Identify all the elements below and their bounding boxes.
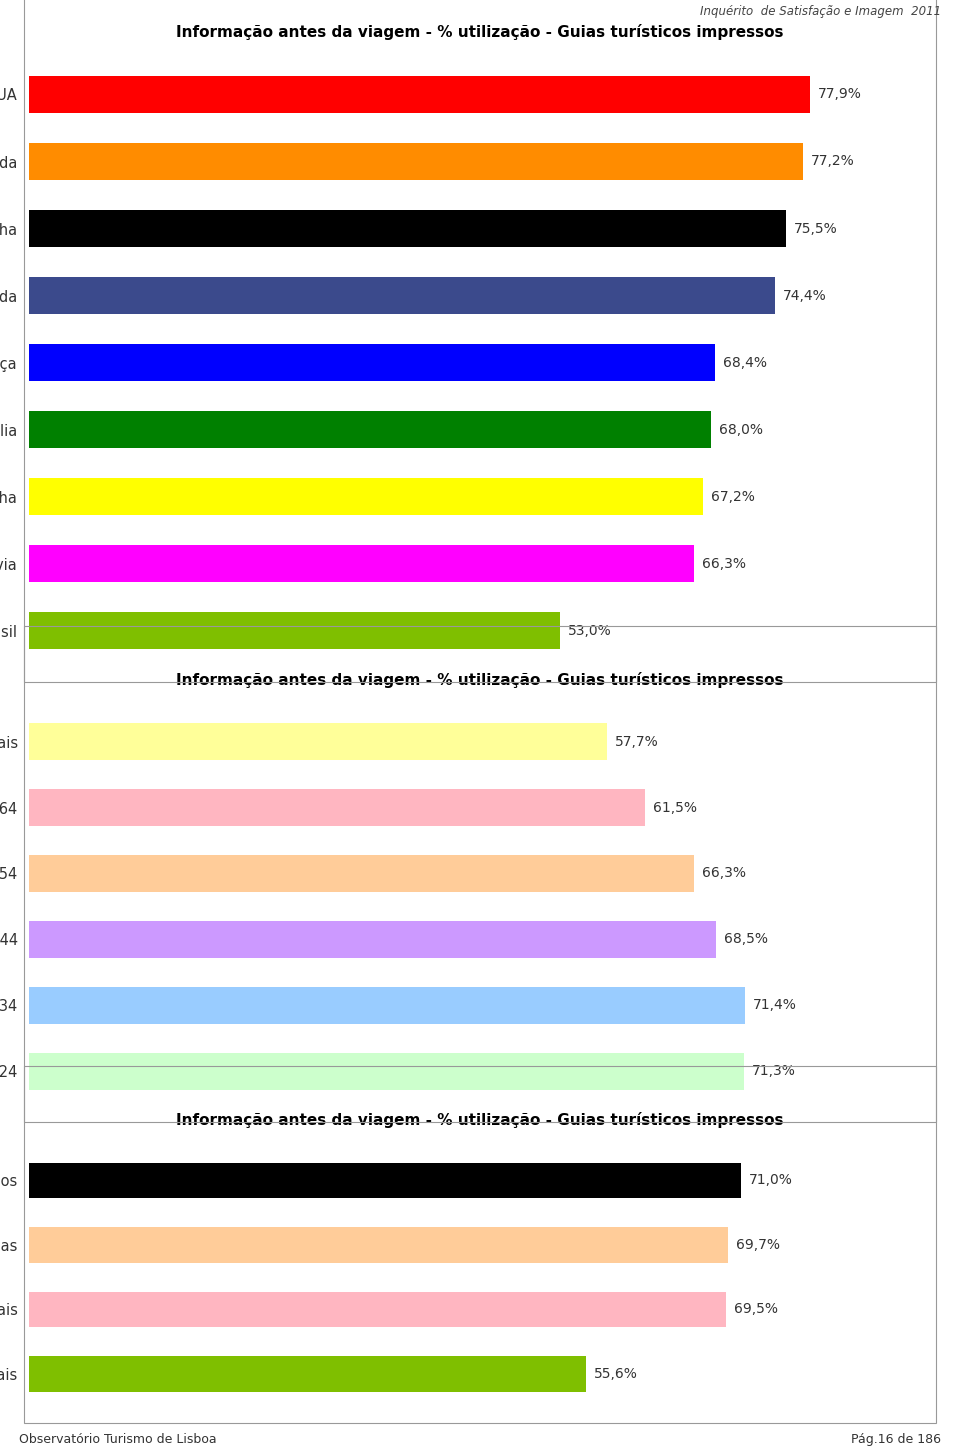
Text: 74,4%: 74,4% (782, 289, 827, 302)
Text: 55,6%: 55,6% (594, 1366, 638, 1381)
Title: Informação antes da viagem - % utilização - Guias turísticos impressos: Informação antes da viagem - % utilizaçã… (177, 1112, 783, 1128)
Text: 77,9%: 77,9% (818, 87, 862, 102)
Bar (29, 144, 803, 180)
Bar (29, 855, 693, 892)
Bar (29, 76, 810, 113)
Text: 71,4%: 71,4% (753, 999, 797, 1012)
Bar (29, 411, 710, 449)
Text: 68,0%: 68,0% (719, 423, 762, 437)
Text: 61,5%: 61,5% (654, 800, 698, 815)
Bar (29, 790, 645, 826)
Text: 71,3%: 71,3% (752, 1064, 796, 1079)
Bar (29, 1163, 741, 1198)
Text: 53,0%: 53,0% (568, 624, 612, 637)
Bar (29, 277, 775, 314)
Bar (29, 1053, 744, 1089)
Text: 75,5%: 75,5% (794, 222, 837, 235)
Text: 69,5%: 69,5% (733, 1302, 778, 1317)
Text: Inquérito  de Satisfação e Imagem  2011: Inquérito de Satisfação e Imagem 2011 (700, 4, 941, 17)
Bar (29, 1292, 726, 1327)
Title: Informação antes da viagem - % utilização - Guias turísticos impressos: Informação antes da viagem - % utilizaçã… (177, 672, 783, 688)
Text: Pág.16 de 186: Pág.16 de 186 (851, 1433, 941, 1446)
Text: 68,5%: 68,5% (724, 932, 768, 947)
Title: Informação antes da viagem - % utilização - Guias turísticos impressos: Informação antes da viagem - % utilizaçã… (177, 23, 783, 41)
Bar (29, 546, 693, 582)
Bar (29, 1356, 587, 1391)
Bar (29, 613, 561, 649)
Bar (29, 987, 745, 1024)
Text: 67,2%: 67,2% (710, 489, 755, 504)
Bar (29, 723, 608, 759)
Text: 57,7%: 57,7% (615, 735, 660, 749)
Text: 71,0%: 71,0% (749, 1173, 793, 1188)
Text: 66,3%: 66,3% (702, 556, 746, 571)
Bar (29, 922, 715, 958)
Text: Observatório Turismo de Lisboa: Observatório Turismo de Lisboa (19, 1433, 217, 1446)
Bar (29, 1227, 728, 1263)
Text: 77,2%: 77,2% (811, 154, 854, 168)
Bar (29, 211, 786, 247)
Text: 66,3%: 66,3% (702, 867, 746, 880)
Text: 69,7%: 69,7% (735, 1239, 780, 1252)
Bar (29, 344, 714, 380)
Text: 68,4%: 68,4% (723, 356, 767, 370)
Bar (29, 478, 703, 515)
